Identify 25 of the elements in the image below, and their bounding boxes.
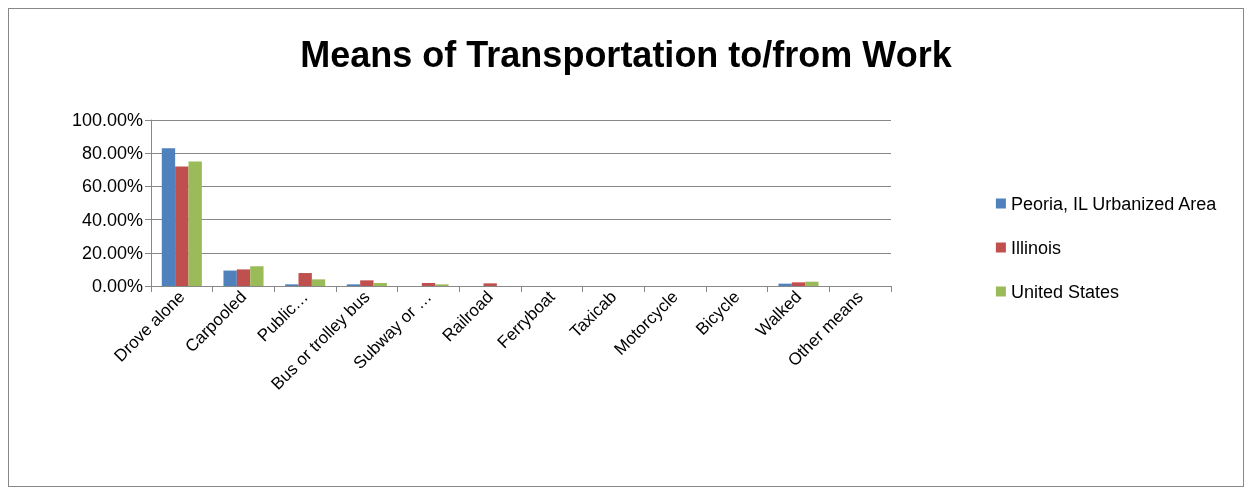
bar <box>311 279 326 286</box>
chart-title: Means of Transportation to/from Work <box>300 33 953 75</box>
legend-label: Peoria, IL Urbanized Area <box>1010 193 1218 214</box>
legend-label: Illinois <box>1010 237 1061 258</box>
bar <box>298 273 312 286</box>
y-tick-label: 100.00% <box>71 110 143 130</box>
bar <box>250 266 264 286</box>
y-tick-label: 60.00% <box>81 176 143 197</box>
y-tick-label: 20.00% <box>81 242 143 263</box>
bar <box>236 269 251 286</box>
y-tick-label: 40.00% <box>81 209 143 230</box>
bar <box>188 161 202 286</box>
bar <box>421 283 436 286</box>
bar <box>175 166 189 286</box>
bar <box>483 283 497 286</box>
bar <box>778 283 792 286</box>
bar <box>360 280 374 286</box>
bar <box>161 148 176 286</box>
legend-label: United States <box>1010 281 1119 302</box>
bar <box>373 283 387 286</box>
bar <box>791 282 806 286</box>
bar <box>223 270 237 286</box>
bar <box>805 281 819 286</box>
y-tick-label: 80.00% <box>81 143 143 164</box>
y-tick-label: 0.00% <box>91 276 143 296</box>
